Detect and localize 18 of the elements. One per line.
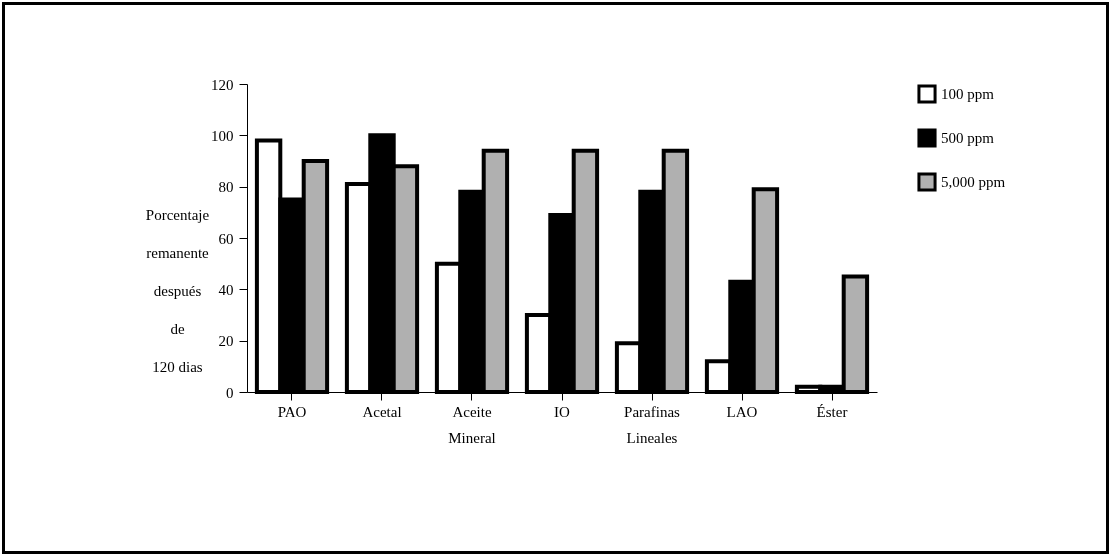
x-tick-label: Aceite Mineral xyxy=(448,403,496,446)
y-tick-label: 100 xyxy=(211,127,234,144)
x-tick-label: IO xyxy=(554,403,571,420)
x-tick-label: Acetal xyxy=(362,403,402,420)
y-tick-label: 40 xyxy=(218,281,234,298)
x-tick-label: Parafinas Lineales xyxy=(624,403,681,446)
y-tick-label: 20 xyxy=(218,333,234,350)
x-tick-label: PAO xyxy=(277,403,307,420)
y-tick-label: 120 xyxy=(211,76,234,93)
y-tick-label: 80 xyxy=(218,179,234,196)
y-tick-label: 60 xyxy=(218,230,234,247)
y-tick-label: 0 xyxy=(226,384,234,401)
legend-label: 500 ppm xyxy=(941,130,995,146)
legend-label: 100 ppm xyxy=(941,86,995,102)
legend-label: 5,000 ppm xyxy=(941,174,1006,190)
x-tick-label: LAO xyxy=(726,403,758,420)
x-tick-label: Éster xyxy=(816,403,848,420)
text: Porcentaje remanente después de 120 dias xyxy=(145,206,210,375)
